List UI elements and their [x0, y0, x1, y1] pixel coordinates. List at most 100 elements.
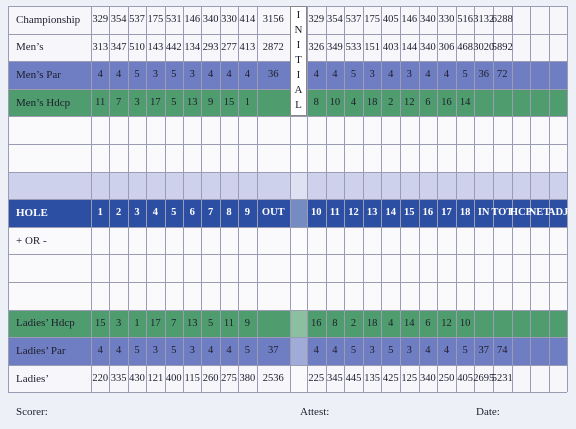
score-cell: 6288 — [491, 14, 513, 26]
column-header: 16 — [422, 207, 434, 219]
score-cell: 345 — [327, 373, 343, 385]
score-cell: 330 — [221, 14, 237, 26]
score-cell: 430 — [129, 373, 145, 385]
score-cell: 4 — [207, 69, 214, 81]
row-label: Ladies’ — [16, 372, 49, 385]
row-label: HOLE — [16, 206, 48, 219]
score-cell: 14 — [459, 97, 471, 109]
score-cell: 4 — [97, 69, 103, 81]
score-cell: 3 — [369, 345, 375, 357]
score-cell: 400 — [165, 373, 182, 385]
score-cell: 5 — [134, 69, 140, 81]
col-line — [256, 6, 258, 393]
score-cell: 36 — [478, 69, 489, 81]
score-cell: 125 — [401, 373, 418, 385]
col-line — [474, 6, 476, 393]
col-line — [219, 6, 221, 393]
score-cell: 5 — [462, 345, 468, 357]
score-cell: 146 — [184, 14, 201, 26]
row-line — [8, 226, 568, 228]
score-cell: 4 — [388, 317, 394, 329]
row-band — [8, 337, 568, 365]
score-cell: 4 — [313, 69, 319, 81]
score-cell: 5 — [388, 345, 394, 357]
score-cell: 260 — [202, 373, 219, 385]
score-cell: 405 — [382, 14, 399, 26]
score-cell: 4 — [425, 345, 431, 357]
score-cell: 4 — [332, 345, 338, 357]
score-cell: 516 — [457, 14, 473, 26]
score-cell: 414 — [239, 14, 256, 26]
row-line — [8, 337, 568, 339]
score-cell: 12 — [404, 97, 415, 109]
score-cell: 445 — [345, 373, 362, 385]
score-cell: 1 — [134, 317, 140, 329]
score-cell: 4 — [226, 345, 232, 357]
col-line — [238, 6, 240, 393]
score-cell: 12 — [441, 317, 452, 329]
row-label: Men’s — [16, 41, 44, 54]
score-cell: 5 — [350, 345, 357, 357]
score-cell: 5231 — [491, 373, 513, 385]
score-cell: 349 — [327, 41, 343, 53]
score-cell: 293 — [202, 41, 219, 53]
score-cell: 15 — [223, 97, 235, 109]
column-header: 12 — [348, 207, 359, 219]
col-line — [418, 6, 420, 393]
score-cell: 340 — [420, 14, 436, 26]
score-cell: 329 — [308, 14, 325, 26]
column-header: 4 — [152, 207, 158, 219]
column-header: 17 — [441, 207, 452, 219]
score-cell: 4 — [97, 345, 103, 357]
score-cell: 121 — [147, 373, 164, 385]
score-cell: 4 — [115, 69, 122, 81]
score-cell: 13 — [186, 317, 198, 329]
row-line — [8, 282, 568, 283]
row-line — [8, 392, 568, 394]
column-header: 13 — [366, 207, 378, 219]
score-cell: 146 — [401, 14, 418, 26]
score-cell: 306 — [438, 41, 455, 53]
row-line — [8, 33, 568, 35]
row-band — [8, 33, 568, 62]
row-band — [8, 199, 568, 227]
score-cell: 8 — [313, 97, 319, 109]
col-line — [362, 6, 364, 393]
score-cell: 3 — [189, 345, 195, 357]
col-line — [381, 6, 383, 393]
row-band — [8, 171, 568, 200]
col-line — [109, 6, 111, 393]
score-cell: 4 — [226, 69, 232, 81]
row-line — [8, 88, 568, 90]
score-cell: 537 — [345, 14, 362, 26]
score-cell: 403 — [382, 41, 399, 53]
score-cell: 354 — [110, 14, 127, 26]
column-header: 5 — [171, 207, 177, 219]
score-cell: 380 — [239, 373, 256, 385]
score-cell: 347 — [110, 41, 127, 53]
column-header: 15 — [404, 207, 415, 219]
score-cell: 3020 — [473, 41, 495, 53]
row-band — [8, 364, 568, 393]
col-line — [127, 6, 129, 393]
score-cell: 5 — [171, 69, 177, 81]
col-line — [455, 6, 457, 393]
col-line — [146, 6, 148, 393]
score-cell: 329 — [92, 14, 109, 26]
column-header: ADJ — [547, 207, 569, 219]
score-cell: 2 — [350, 317, 357, 329]
score-cell: 3 — [369, 69, 375, 81]
col-line — [164, 6, 166, 393]
col-line — [325, 6, 327, 393]
score-cell: 5 — [244, 345, 250, 357]
score-cell: 9 — [207, 97, 214, 109]
score-cell: 6 — [425, 97, 431, 109]
score-cell: 175 — [364, 14, 380, 26]
column-header: 3 — [134, 207, 140, 219]
score-cell: 4 — [388, 69, 394, 81]
score-cell: 5892 — [491, 41, 513, 53]
column-header: 11 — [329, 207, 340, 219]
row-band — [8, 61, 568, 89]
col-line — [548, 6, 550, 393]
score-cell: 3 — [152, 345, 158, 357]
